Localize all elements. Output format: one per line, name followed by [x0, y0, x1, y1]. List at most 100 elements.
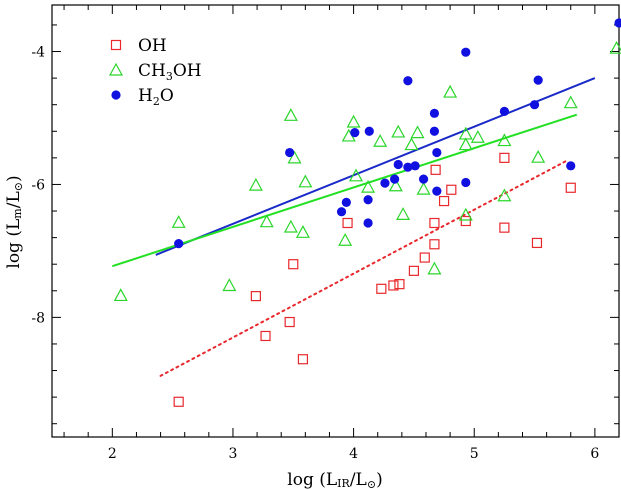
point-ch3oh — [373, 133, 388, 147]
point-ch3oh — [563, 95, 578, 109]
point-oh — [297, 354, 309, 365]
point-h2o — [390, 174, 400, 184]
point-h2o — [403, 76, 413, 86]
point-h2o — [174, 238, 184, 249]
point-oh — [531, 237, 543, 249]
point-h2o — [285, 147, 295, 158]
point-oh — [388, 280, 399, 291]
legend-marker — [110, 39, 122, 51]
point-ch3oh — [416, 181, 431, 195]
point-oh — [438, 195, 450, 207]
legend-marker — [111, 90, 121, 100]
fit-line-ch3oh — [112, 113, 578, 268]
point-ch3oh — [338, 233, 353, 246]
point-ch3oh — [171, 215, 186, 228]
point-h2o — [403, 162, 413, 172]
point-ch3oh — [346, 114, 361, 128]
point-oh — [260, 330, 271, 342]
legend-label: CH3OH — [138, 61, 202, 83]
point-h2o — [350, 128, 360, 138]
point-h2o — [410, 161, 420, 171]
point-oh — [446, 184, 457, 195]
point-oh — [460, 215, 471, 227]
point-h2o — [363, 218, 373, 228]
point-h2o — [529, 100, 540, 110]
point-ch3oh — [609, 40, 621, 54]
point-ch3oh — [391, 124, 406, 138]
point-ch3oh — [470, 130, 485, 143]
point-ch3oh — [283, 219, 298, 233]
legend-label: H2O — [138, 86, 174, 108]
point-oh — [342, 217, 353, 229]
x-axis-label: log (LIR/L⊙) — [287, 470, 382, 490]
point-ch3oh — [388, 178, 403, 192]
point-ch3oh — [404, 137, 419, 151]
x-tick-label: 6 — [590, 446, 599, 462]
point-h2o — [533, 75, 543, 85]
point-ch3oh — [298, 174, 313, 188]
point-h2o — [566, 161, 576, 171]
point-ch3oh — [248, 177, 263, 191]
point-h2o — [336, 207, 347, 217]
point-oh — [499, 152, 510, 163]
point-ch3oh — [427, 261, 442, 275]
point-ch3oh — [113, 288, 128, 302]
fit-line-oh — [159, 158, 570, 377]
point-ch3oh — [396, 207, 411, 220]
point-h2o — [432, 147, 442, 158]
point-h2o — [499, 106, 509, 116]
point-ch3oh — [283, 108, 298, 121]
point-oh — [394, 279, 405, 290]
fit-line-h2o — [155, 77, 596, 256]
point-ch3oh — [287, 150, 302, 164]
point-ch3oh — [222, 278, 237, 292]
point-oh — [288, 259, 299, 270]
point-ch3oh — [458, 137, 473, 151]
point-oh — [284, 316, 295, 328]
point-ch3oh — [443, 84, 458, 98]
point-ch3oh — [458, 207, 473, 221]
y-tick-label: -4 — [31, 45, 45, 61]
point-oh — [419, 252, 430, 263]
point-h2o — [429, 108, 440, 118]
point-h2o — [363, 195, 373, 205]
point-ch3oh — [361, 179, 376, 193]
legend-label: OH — [138, 36, 167, 56]
point-h2o — [380, 178, 390, 188]
point-oh — [499, 222, 510, 233]
point-h2o — [432, 186, 442, 196]
point-h2o — [418, 174, 429, 184]
data-points — [113, 18, 621, 407]
point-oh — [565, 182, 576, 193]
legend-marker — [108, 62, 124, 76]
x-tick-label: 2 — [108, 446, 117, 462]
x-tick-label: 5 — [470, 446, 479, 462]
point-oh — [173, 396, 184, 407]
point-ch3oh — [295, 225, 310, 238]
point-h2o — [393, 159, 403, 170]
point-oh — [376, 283, 387, 294]
point-oh — [430, 164, 441, 175]
point-ch3oh — [348, 168, 364, 182]
x-tick-label: 4 — [349, 446, 358, 462]
fit-lines — [112, 77, 596, 377]
point-ch3oh — [410, 125, 425, 139]
point-ch3oh — [259, 214, 274, 228]
point-oh — [250, 291, 261, 302]
point-oh — [429, 217, 440, 229]
point-oh — [408, 265, 420, 276]
legend: OH CH3OH H2O — [108, 36, 202, 108]
point-ch3oh — [531, 149, 546, 163]
point-h2o — [364, 126, 374, 136]
point-h2o — [461, 177, 471, 188]
y-axis-label: log (Lm/L⊙) — [4, 175, 25, 268]
y-tick-label: -8 — [31, 310, 45, 326]
x-tick-label: 3 — [228, 446, 237, 462]
point-h2o — [614, 18, 621, 28]
y-tick-label: -6 — [31, 177, 45, 193]
point-h2o — [461, 47, 471, 57]
point-oh — [429, 239, 440, 250]
point-h2o — [429, 126, 440, 136]
point-ch3oh — [497, 133, 512, 147]
